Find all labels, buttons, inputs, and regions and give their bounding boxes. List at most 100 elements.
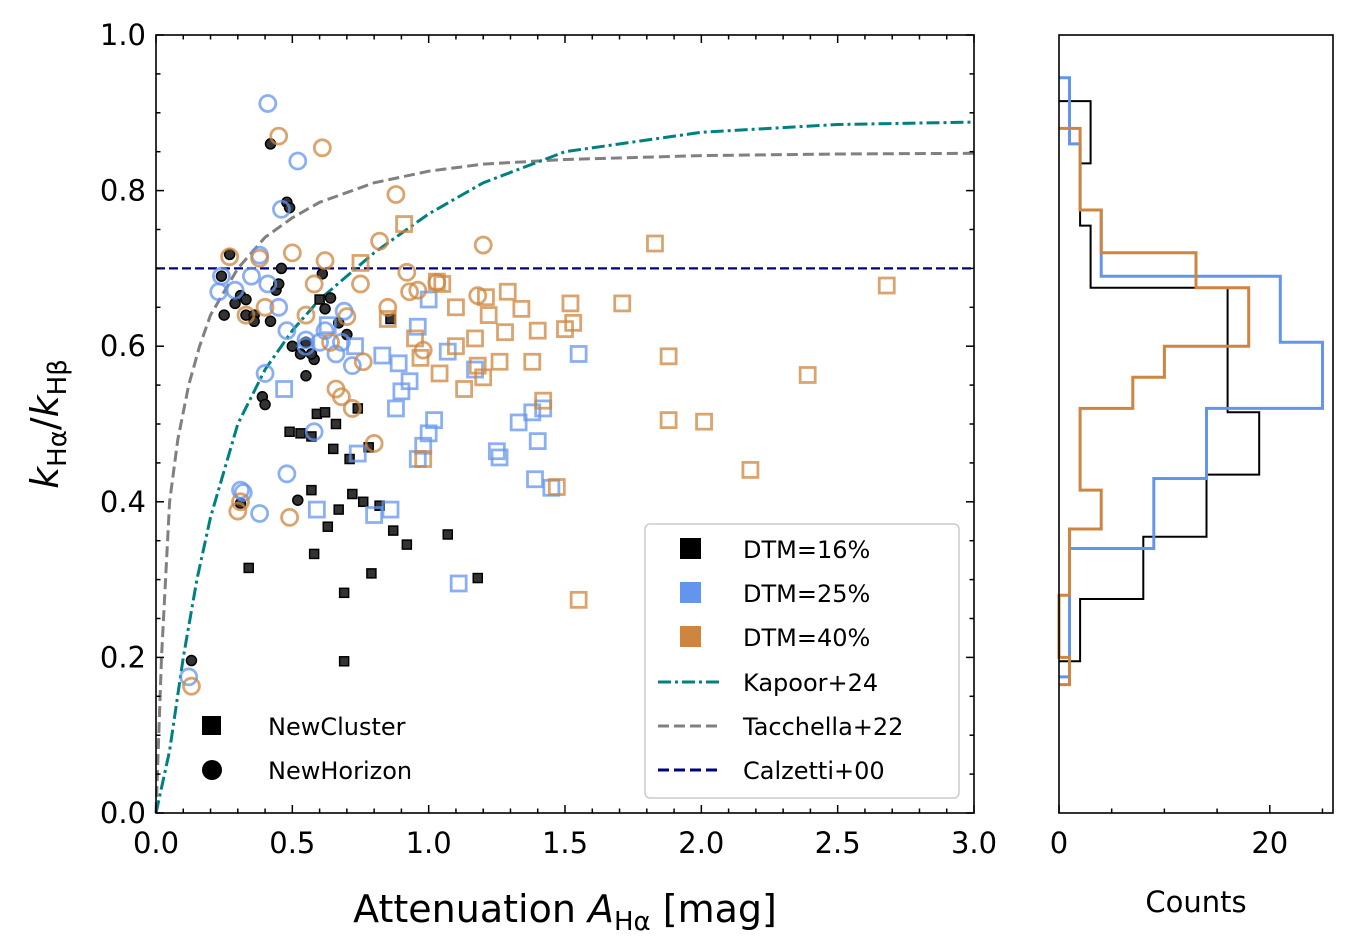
- data-point: [314, 294, 325, 305]
- legend-swatch-dtm40: [680, 626, 701, 647]
- data-point: [332, 332, 351, 352]
- data-point: [430, 364, 449, 383]
- data-point: [414, 436, 433, 455]
- data-point: [477, 288, 495, 307]
- data-point: [479, 306, 498, 324]
- data-point: [179, 667, 199, 687]
- data-point: [473, 235, 493, 255]
- data-point: [231, 492, 250, 512]
- data-point: [408, 280, 428, 300]
- data-point: [442, 529, 454, 540]
- histogram-tick-label: 20: [1251, 826, 1288, 860]
- data-point: [315, 251, 335, 271]
- data-point: [348, 444, 367, 463]
- data-point: [342, 399, 362, 418]
- data-point: [414, 450, 433, 468]
- histogram-x-label: Counts: [1145, 885, 1246, 919]
- legend-label-kapoor: Kapoor+24: [743, 669, 878, 697]
- data-point: [307, 500, 326, 519]
- data-point: [269, 297, 289, 317]
- histogram-step-16: [1059, 100, 1261, 663]
- data-point: [306, 484, 317, 496]
- data-point: [337, 307, 357, 327]
- data-point: [490, 352, 509, 371]
- data-point: [400, 282, 419, 302]
- data-point: [288, 151, 308, 171]
- data-point: [373, 346, 392, 365]
- data-point: [659, 411, 678, 430]
- data-point: [366, 568, 377, 579]
- data-point: [534, 391, 553, 410]
- data-point: [395, 215, 414, 233]
- data-point: [487, 442, 506, 461]
- data-point: [296, 336, 316, 356]
- data-point: [357, 496, 369, 508]
- data-point: [496, 323, 514, 342]
- data-point: [236, 305, 256, 325]
- data-point: [300, 370, 312, 382]
- data-point: [408, 317, 427, 336]
- data-point: [447, 298, 465, 317]
- y-tick-label: 0.8: [100, 174, 146, 208]
- histogram-tick-label: 0: [1050, 826, 1068, 860]
- legend-swatch-dtm25: [680, 582, 701, 603]
- data-point: [326, 379, 346, 399]
- data-point: [419, 290, 438, 309]
- data-point: [296, 330, 316, 350]
- data-point: [447, 337, 465, 356]
- data-point: [523, 403, 542, 422]
- data-point: [282, 243, 302, 263]
- legend-label-dtm25: DTM=25%: [743, 580, 870, 608]
- data-point: [312, 138, 332, 158]
- data-point: [233, 483, 253, 502]
- data-point: [613, 294, 632, 313]
- data-point: [333, 504, 344, 515]
- data-point: [386, 185, 406, 204]
- legend-box: [644, 523, 960, 799]
- histogram-panel: 0 20 Counts: [1050, 34, 1334, 919]
- data-point: [327, 443, 339, 455]
- data-point: [512, 299, 531, 318]
- data-point: [296, 305, 316, 325]
- data-point: [212, 266, 231, 286]
- data-point: [472, 572, 483, 584]
- data-point: [264, 315, 277, 328]
- data-point: [243, 562, 254, 574]
- data-point: [315, 321, 335, 341]
- data-point: [277, 464, 297, 484]
- data-point: [542, 478, 561, 497]
- x-tick-label: 0.5: [269, 826, 315, 860]
- histogram-ticks: 0 20: [1050, 805, 1324, 860]
- data-point: [215, 270, 228, 282]
- data-point: [427, 273, 447, 292]
- data-point: [526, 470, 544, 489]
- data-point: [378, 310, 397, 328]
- data-point: [351, 274, 370, 294]
- histogram-axes-frame: [1058, 34, 1334, 814]
- data-point: [646, 234, 664, 253]
- data-point: [231, 480, 250, 500]
- x-tick-label: 3.0: [951, 826, 997, 860]
- data-point: [455, 380, 474, 398]
- data-point: [364, 434, 384, 453]
- data-point: [308, 548, 320, 560]
- data-point: [523, 352, 542, 371]
- data-point: [255, 364, 275, 383]
- data-point: [528, 321, 547, 340]
- data-point: [220, 247, 240, 267]
- data-point: [466, 329, 484, 348]
- data-point: [277, 321, 297, 341]
- legend-dtm: DTM=16% DTM=25% DTM=40% Kapoor+24 Tacche…: [644, 523, 960, 799]
- data-point: [498, 282, 517, 301]
- tacchella-curve: [154, 151, 975, 814]
- legend-square-marker: [202, 716, 221, 735]
- data-point: [468, 286, 488, 306]
- data-point: [228, 501, 248, 521]
- data-point: [347, 488, 358, 500]
- data-point: [250, 248, 270, 268]
- legend-label-calzetti: Calzetti+00: [743, 757, 885, 785]
- x-tick-label: 2.0: [678, 826, 724, 860]
- data-point: [877, 276, 896, 295]
- data-point: [381, 500, 400, 519]
- data-point: [741, 461, 760, 479]
